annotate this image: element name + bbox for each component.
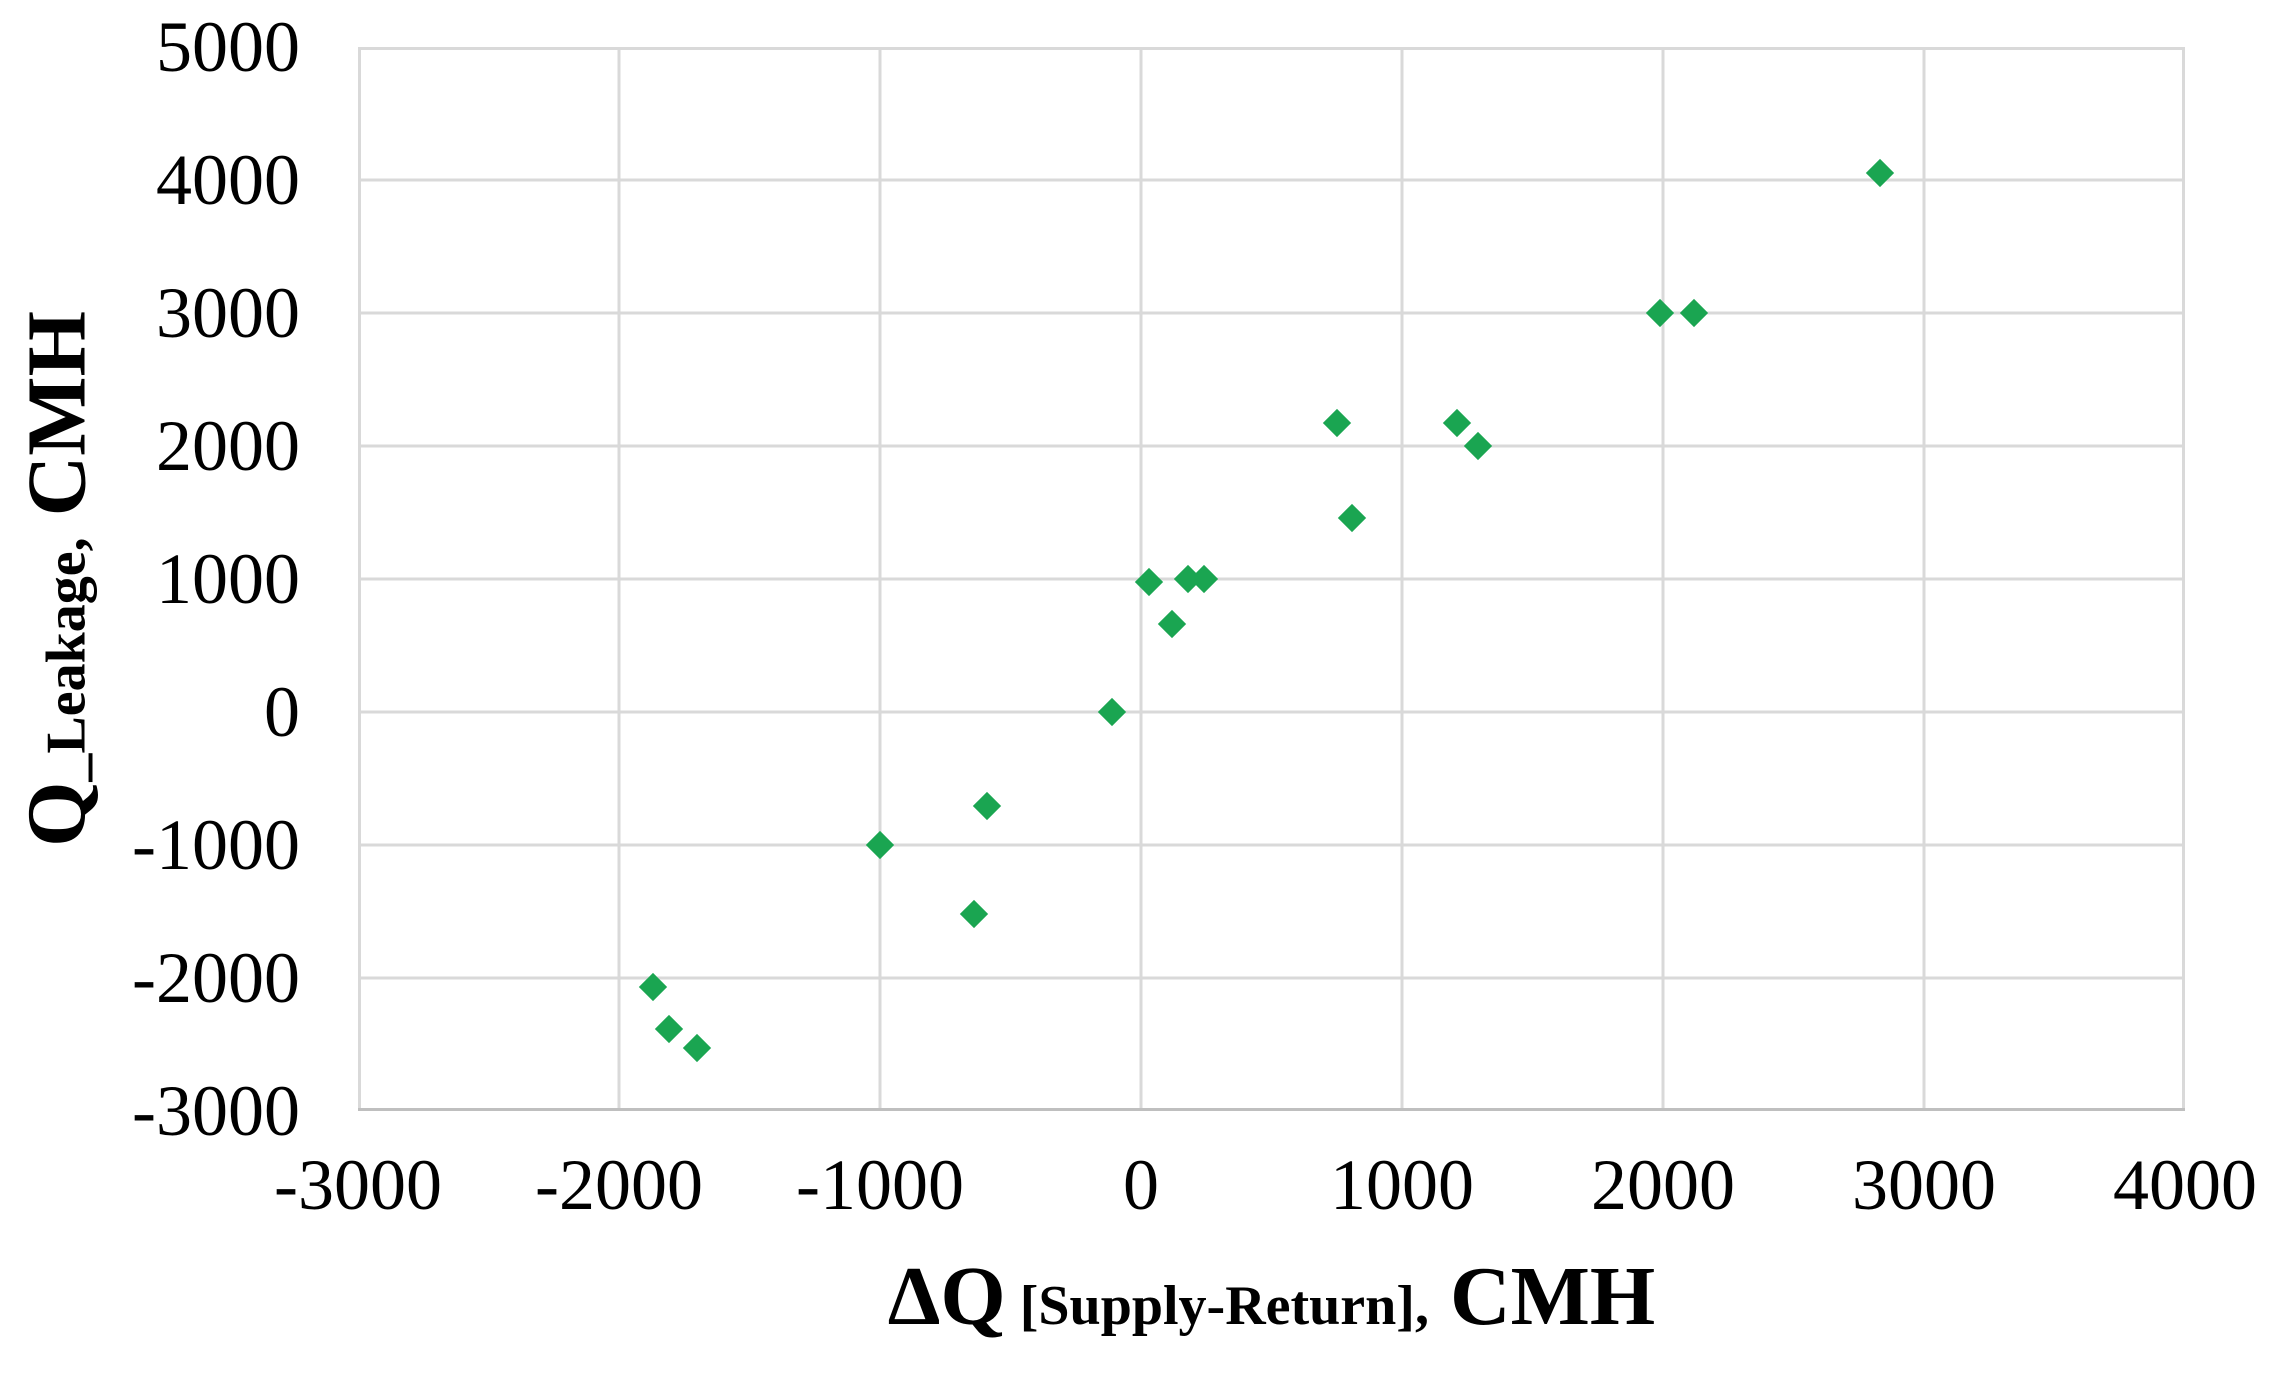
data-point-diamond	[1442, 409, 1471, 438]
data-point-diamond	[1865, 159, 1894, 188]
x-tick-label: 3000	[1852, 1145, 1996, 1225]
x-axis-title-main: ΔQ	[887, 1250, 1006, 1343]
y-tick-label: 1000	[156, 539, 300, 619]
x-tick-label: -3000	[274, 1145, 442, 1225]
y-tick-label: -3000	[132, 1071, 300, 1151]
y-tick-label: 4000	[156, 140, 300, 220]
y-tick-label: 2000	[156, 406, 300, 486]
data-points-layer	[358, 47, 2185, 1111]
data-point-diamond	[972, 792, 1002, 821]
data-point-diamond	[1646, 298, 1675, 328]
data-point-diamond	[1338, 503, 1367, 532]
gridlines	[358, 47, 2185, 1111]
x-tick-label: 2000	[1591, 1145, 1735, 1225]
x-tick-label: 1000	[1330, 1145, 1474, 1225]
x-axis-title: ΔQ [Supply-Return], CMH	[358, 1242, 2185, 1361]
data-point-diamond	[1322, 409, 1351, 438]
y-tick-label: 3000	[156, 273, 300, 353]
y-axis-title: Q_Leakage, CMH	[8, 311, 117, 847]
plot-area	[358, 47, 2185, 1111]
data-point-diamond	[1189, 564, 1218, 594]
y-tick-label: 5000	[156, 7, 300, 87]
data-point-diamond	[1463, 431, 1492, 461]
x-tick-label: 0	[1123, 1145, 1159, 1225]
data-point-diamond	[1680, 298, 1709, 328]
data-point-diamond	[865, 830, 895, 860]
y-axis-title-subscript: _Leakage,	[35, 537, 98, 782]
data-point-diamond	[654, 1014, 683, 1043]
x-tick-label: 4000	[2113, 1145, 2257, 1225]
data-point-diamond	[638, 973, 668, 1002]
data-point-diamond	[683, 1034, 712, 1063]
y-axis-title-main: Q	[10, 781, 104, 847]
y-tick-label: -1000	[132, 805, 300, 885]
y-tick-label: 0	[264, 672, 300, 752]
x-tick-label: -2000	[535, 1145, 703, 1225]
data-point-diamond	[959, 900, 989, 929]
data-point-diamond	[1134, 567, 1163, 596]
x-axis-title-subscript: [Supply-Return],	[1005, 1275, 1429, 1337]
data-point-diamond	[1158, 610, 1187, 639]
x-axis-title-unit: CMH	[1428, 1250, 1656, 1343]
x-tick-label: -1000	[796, 1145, 964, 1225]
y-axis-title-unit: CMH	[10, 311, 104, 538]
data-point-diamond	[1098, 697, 1127, 727]
y-tick-label: -2000	[132, 938, 300, 1018]
